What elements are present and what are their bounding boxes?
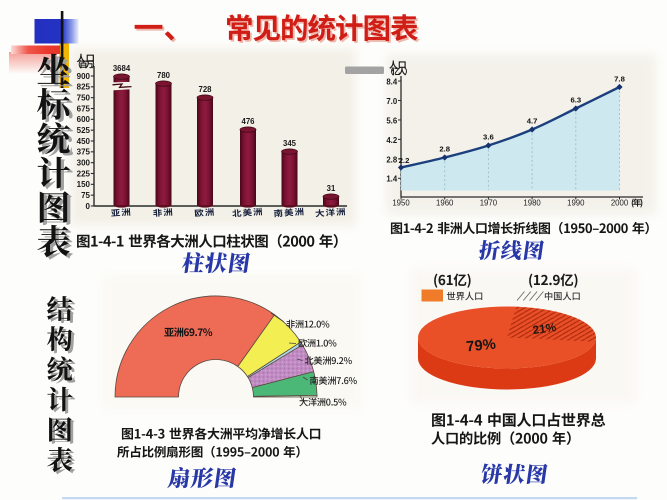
svg-text:300: 300 <box>77 158 91 167</box>
svg-text:1990: 1990 <box>567 198 585 207</box>
svg-text:3.6: 3.6 <box>483 133 494 142</box>
svg-text:150: 150 <box>77 180 91 189</box>
svg-text:75: 75 <box>81 191 90 200</box>
svg-text:1960: 1960 <box>436 198 454 207</box>
svg-text:750: 750 <box>77 93 91 102</box>
svg-text:79%: 79% <box>466 337 497 356</box>
svg-text:476: 476 <box>241 117 255 126</box>
svg-text:1950: 1950 <box>392 198 410 207</box>
svg-text:900: 900 <box>77 72 91 81</box>
svg-text:780: 780 <box>157 71 171 80</box>
svg-text:2000: 2000 <box>611 198 629 207</box>
svg-text:450: 450 <box>77 137 91 146</box>
svg-text:2.2: 2.2 <box>399 156 410 165</box>
svg-text:2.8: 2.8 <box>386 155 398 164</box>
svg-text:1.4: 1.4 <box>386 175 398 184</box>
svg-text:2.8: 2.8 <box>439 145 450 154</box>
svg-text:345: 345 <box>283 139 297 148</box>
svg-text:4.2: 4.2 <box>386 136 398 145</box>
svg-text:525: 525 <box>77 126 91 135</box>
svg-text:7.0: 7.0 <box>386 97 398 106</box>
svg-text:1970: 1970 <box>480 198 498 207</box>
svg-text:225: 225 <box>77 169 91 178</box>
svg-text:3684: 3684 <box>113 64 131 73</box>
svg-text:1980: 1980 <box>523 198 541 207</box>
svg-text:8.4: 8.4 <box>386 77 398 86</box>
svg-text:825: 825 <box>77 83 91 92</box>
svg-text:4.7: 4.7 <box>527 117 538 126</box>
svg-text:6.3: 6.3 <box>570 96 581 105</box>
svg-text:600: 600 <box>77 115 91 124</box>
svg-text:728: 728 <box>198 85 212 94</box>
svg-text:0: 0 <box>86 202 91 211</box>
svg-text:675: 675 <box>77 104 91 113</box>
svg-text:5.6: 5.6 <box>386 116 398 125</box>
svg-text:7.8: 7.8 <box>614 75 625 84</box>
svg-text:31: 31 <box>327 184 336 193</box>
svg-text:21%: 21% <box>532 320 558 337</box>
svg-text:375: 375 <box>77 148 91 157</box>
